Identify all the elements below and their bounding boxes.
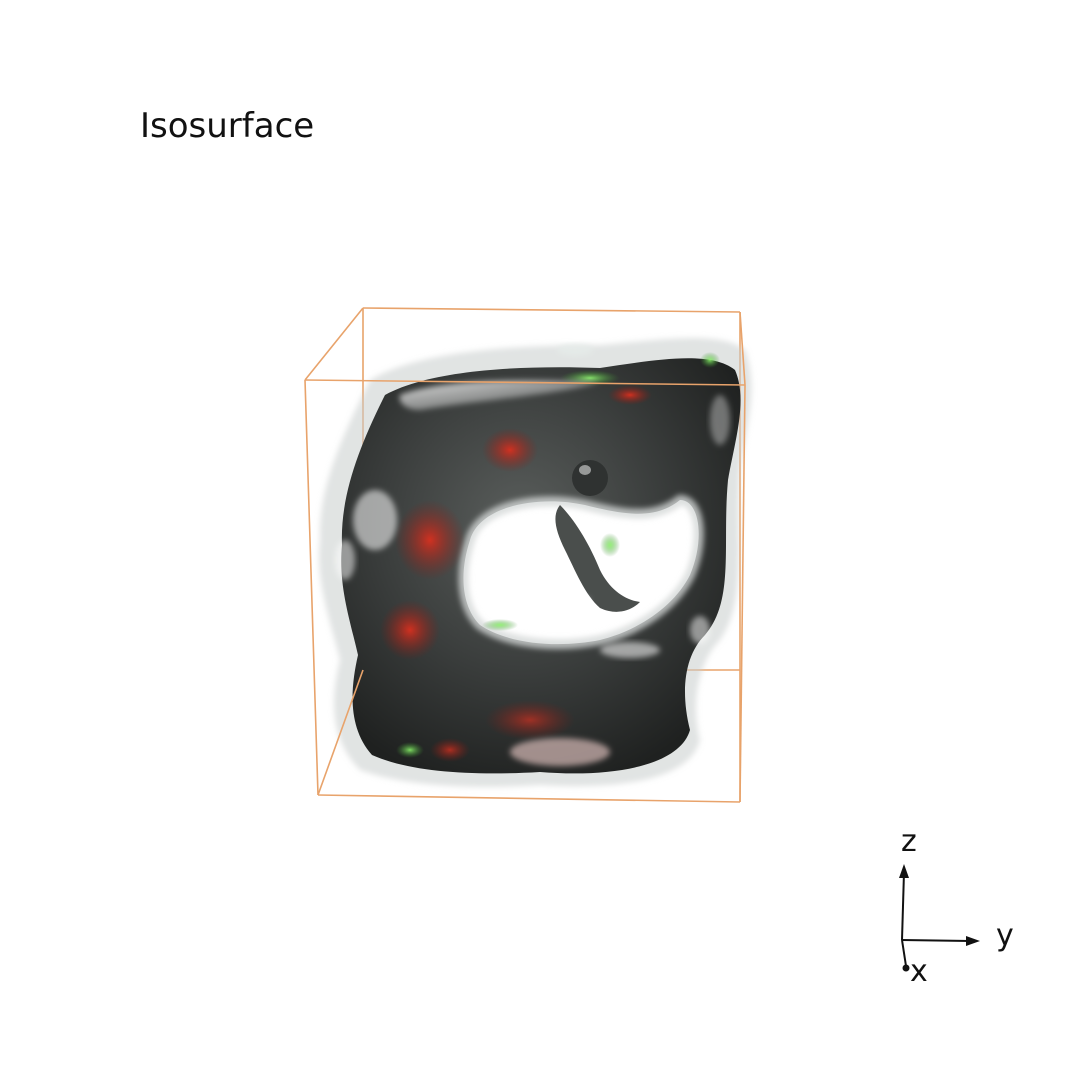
z-axis-line <box>901 871 905 941</box>
plot-title: Isosurface <box>140 106 315 146</box>
bounding-box-front <box>304 307 746 803</box>
x-axis-arrow <box>902 964 910 972</box>
x-axis-line <box>901 939 907 967</box>
y-axis-arrow <box>966 936 980 946</box>
z-axis-label: z <box>901 824 917 859</box>
x-axis-label: x <box>910 954 928 989</box>
orientation-triad: z y x <box>899 824 1014 989</box>
isosurface[interactable] <box>319 338 752 787</box>
y-axis-line <box>901 939 971 942</box>
y-axis-label: y <box>996 918 1014 953</box>
z-axis-arrow <box>899 864 909 878</box>
